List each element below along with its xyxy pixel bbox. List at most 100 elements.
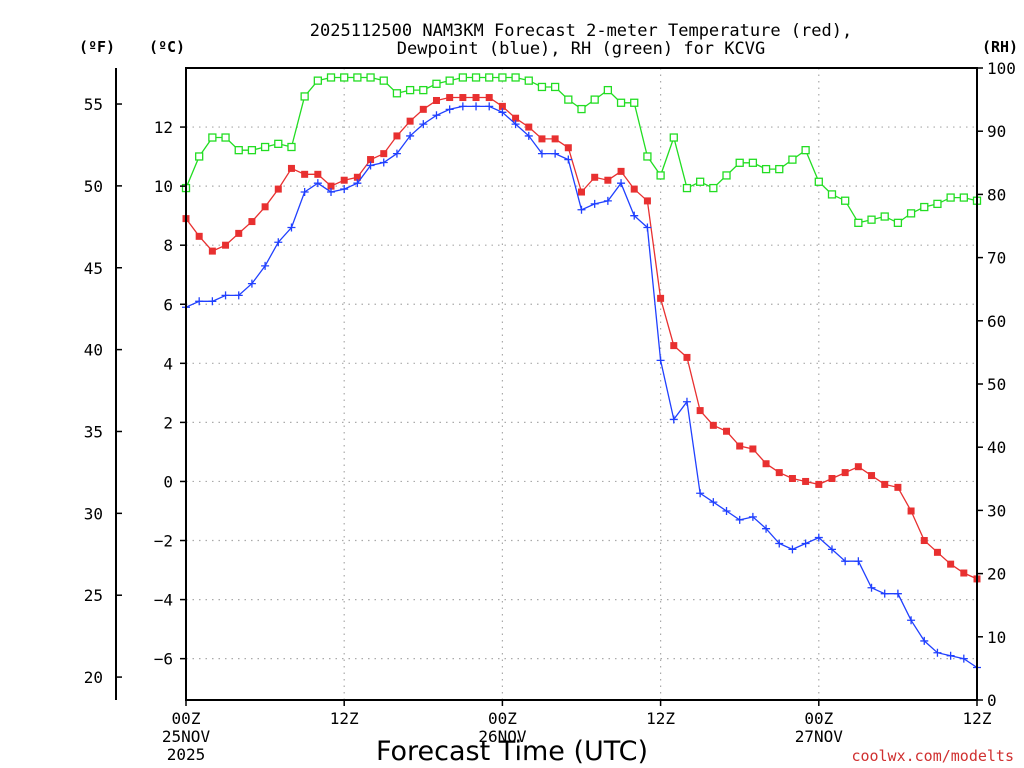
series-temperature: [182, 94, 981, 583]
celsius-tick-label: −6: [154, 650, 173, 669]
x-tick-label: 00Z: [488, 709, 517, 728]
fahrenheit-axis-label: (ºF): [79, 38, 115, 56]
dewpoint-point: [880, 589, 889, 598]
rh-point: [920, 202, 929, 212]
dewpoint-point: [907, 616, 916, 625]
rh-point: [696, 177, 705, 186]
dewpoint-point: [722, 506, 731, 515]
temperature-point: [617, 167, 625, 175]
temperature-point: [274, 185, 282, 193]
rh-point: [432, 79, 441, 88]
temperature-point: [907, 507, 915, 515]
rh-point: [669, 133, 678, 142]
dewpoint-point: [366, 161, 375, 170]
dewpoint-point: [827, 545, 836, 554]
x-tick-label: 27NOV: [795, 727, 844, 746]
rh-point: [603, 85, 613, 95]
temperature-point: [749, 445, 757, 453]
temperature-point: [630, 185, 638, 193]
dewpoint-point: [854, 557, 863, 566]
rh-point: [959, 193, 968, 202]
rh-point: [195, 152, 204, 161]
rh-point: [682, 183, 692, 193]
credit-link[interactable]: coolwx.com/modelts: [851, 747, 1014, 765]
celsius-tick-label: 12: [154, 118, 173, 137]
rh-tick-label: 60: [987, 312, 1006, 331]
temperature-point: [868, 472, 876, 480]
rh-point: [709, 183, 718, 193]
rh-point: [392, 89, 402, 98]
temperature-point: [578, 188, 585, 196]
temperature-point: [512, 114, 520, 122]
dewpoint-point: [841, 557, 850, 566]
dewpoint-point: [432, 111, 441, 120]
rh-point: [735, 158, 744, 167]
rh-point: [788, 155, 797, 164]
temperature-point: [591, 173, 599, 181]
celsius-tick-label: −2: [154, 532, 173, 551]
temperature-point: [815, 480, 823, 488]
celsius-tick-label: 6: [163, 295, 173, 314]
temperature-point: [195, 232, 203, 240]
dewpoint-point: [788, 545, 797, 554]
dewpoint-point: [313, 179, 322, 188]
rh-point: [287, 142, 296, 152]
temperature-point: [314, 170, 322, 178]
rh-tick-label: 40: [987, 438, 1006, 457]
rh-point: [801, 146, 810, 155]
dewpoint-point: [498, 108, 507, 117]
rh-point: [880, 212, 889, 221]
temperature-point: [657, 294, 665, 302]
temperature-point: [670, 342, 678, 350]
temperature-point: [208, 247, 216, 255]
temperature-point: [551, 135, 559, 143]
temperature-point: [828, 475, 836, 483]
temperature-point: [525, 123, 533, 131]
grid-lines: [186, 68, 977, 700]
rh-point: [946, 193, 955, 202]
temperature-point: [432, 96, 440, 104]
temperature-point: [248, 218, 256, 226]
fahrenheit-tick-label: 25: [84, 586, 103, 605]
temperature-point: [604, 176, 612, 184]
rh-tick-label: 10: [987, 628, 1006, 647]
temperature-point: [696, 407, 704, 415]
dewpoint-point: [801, 539, 810, 548]
rh-axis-label: (RH): [982, 38, 1018, 56]
dewpoint-point: [959, 654, 968, 663]
x-tick-label: 12Z: [646, 709, 675, 728]
dewpoint-point: [287, 223, 296, 232]
temperature-point: [564, 144, 572, 152]
rh-point: [630, 98, 639, 107]
temperature-point: [419, 105, 427, 113]
dewpoint-point: [669, 415, 678, 424]
rh-point: [274, 139, 283, 148]
celsius-tick-label: 10: [154, 177, 173, 196]
dewpoint-point: [762, 524, 771, 533]
rh-point: [933, 199, 942, 209]
rh-tick-label: 30: [987, 501, 1006, 520]
temperature-point: [367, 156, 375, 164]
dewpoint-point: [327, 188, 336, 197]
rh-point: [537, 82, 547, 92]
celsius-tick-label: 4: [163, 354, 173, 373]
celsius-tick-label: 0: [163, 472, 173, 491]
rh-tick-label: 80: [987, 185, 1006, 204]
dewpoint-point: [603, 196, 612, 205]
dewpoint-point: [537, 149, 546, 158]
temperature-point: [393, 132, 401, 140]
dewpoint-point: [682, 397, 691, 406]
rh-point: [577, 104, 586, 114]
dewpoint-point: [472, 102, 481, 111]
temperature-point: [446, 94, 454, 102]
dewpoint-point: [445, 105, 454, 114]
x-tick-label: 00Z: [172, 709, 201, 728]
rh-point: [564, 95, 573, 104]
dewpoint-point: [643, 223, 652, 232]
x-tick-label: 26NOV: [478, 727, 527, 746]
dewpoint-point: [419, 120, 428, 129]
dewpoint-point: [933, 648, 942, 657]
rh-point: [313, 76, 322, 85]
dewpoint-point: [590, 199, 599, 208]
rh-point: [550, 82, 560, 92]
